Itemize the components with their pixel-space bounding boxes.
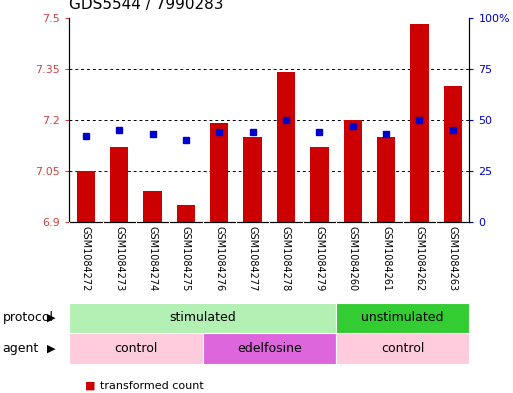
- Text: GSM1084274: GSM1084274: [148, 226, 157, 291]
- Text: GSM1084272: GSM1084272: [81, 226, 91, 292]
- Text: agent: agent: [3, 342, 39, 355]
- Text: transformed count: transformed count: [100, 380, 204, 391]
- Bar: [177, 205, 195, 222]
- Text: GSM1084276: GSM1084276: [214, 226, 224, 291]
- Bar: [69, 303, 336, 333]
- Text: edelfosine: edelfosine: [237, 342, 302, 355]
- Bar: [77, 171, 95, 222]
- Text: control: control: [114, 342, 157, 355]
- Bar: [69, 333, 203, 364]
- Text: GSM1084261: GSM1084261: [381, 226, 391, 291]
- Text: GSM1084260: GSM1084260: [348, 226, 358, 291]
- Text: GSM1084273: GSM1084273: [114, 226, 124, 291]
- Text: ▶: ▶: [47, 313, 56, 323]
- Text: ▶: ▶: [47, 343, 56, 354]
- Bar: [144, 191, 162, 222]
- Text: GSM1084279: GSM1084279: [314, 226, 324, 291]
- Text: GSM1084263: GSM1084263: [448, 226, 458, 291]
- Bar: [210, 123, 228, 222]
- Bar: [344, 120, 362, 222]
- Text: GSM1084262: GSM1084262: [415, 226, 424, 291]
- Text: GSM1084275: GSM1084275: [181, 226, 191, 292]
- Text: ■: ■: [85, 380, 95, 391]
- Bar: [244, 137, 262, 222]
- Text: GDS5544 / 7990283: GDS5544 / 7990283: [69, 0, 224, 12]
- Bar: [110, 147, 128, 222]
- Bar: [310, 147, 328, 222]
- Bar: [336, 333, 469, 364]
- Text: unstimulated: unstimulated: [362, 311, 444, 325]
- Text: stimulated: stimulated: [169, 311, 236, 325]
- Text: control: control: [381, 342, 424, 355]
- Bar: [377, 137, 395, 222]
- Text: GSM1084278: GSM1084278: [281, 226, 291, 291]
- Bar: [444, 86, 462, 222]
- Text: protocol: protocol: [3, 311, 53, 325]
- Bar: [203, 333, 336, 364]
- Text: GSM1084277: GSM1084277: [248, 226, 258, 292]
- Bar: [336, 303, 469, 333]
- Bar: [277, 72, 295, 222]
- Bar: [410, 24, 428, 222]
